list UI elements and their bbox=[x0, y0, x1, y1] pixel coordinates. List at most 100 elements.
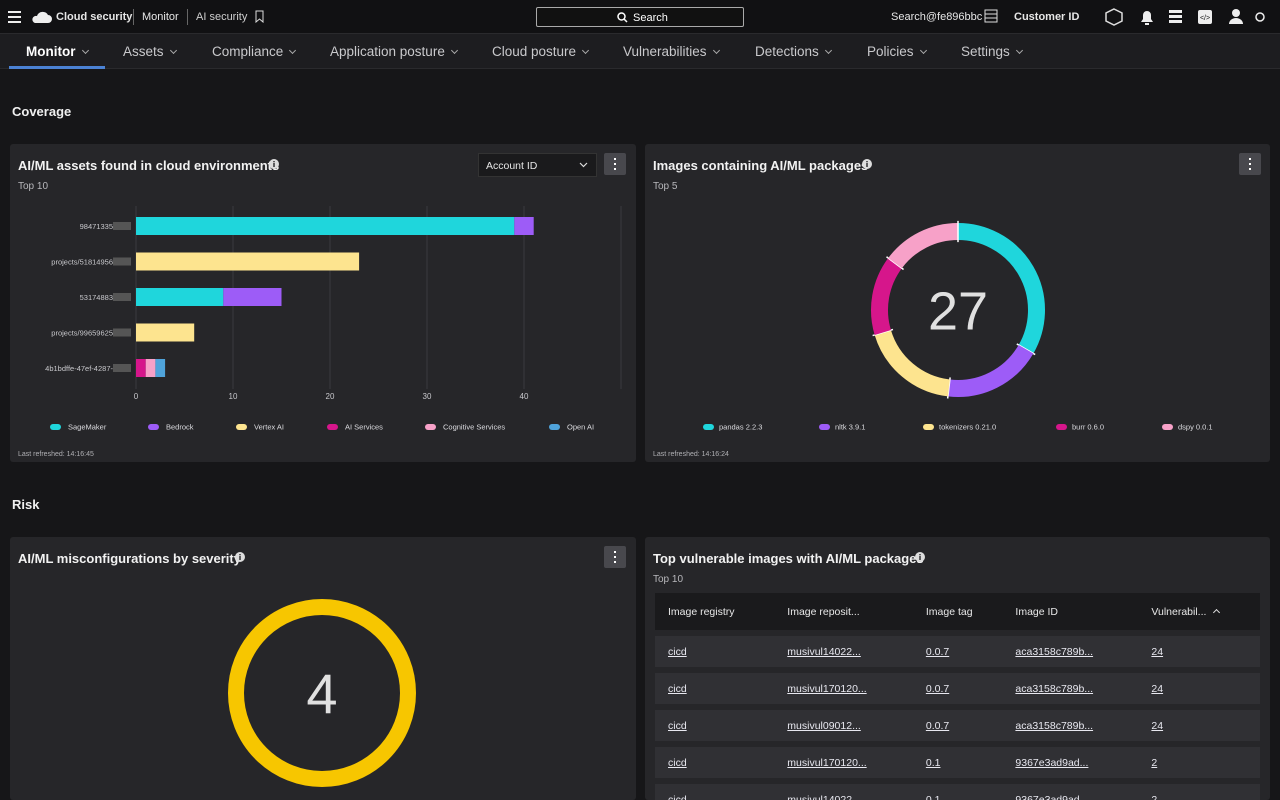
table-cell: musivul170120... bbox=[774, 673, 913, 704]
bar-segment bbox=[514, 217, 534, 235]
account-dropdown[interactable]: Account ID bbox=[478, 153, 597, 177]
cell-link[interactable]: musivul14022... bbox=[787, 645, 861, 658]
cell-link[interactable]: 0.1 bbox=[925, 756, 941, 769]
legend-swatch bbox=[50, 424, 61, 430]
legend-label: burr 0.6.0 bbox=[1072, 423, 1104, 432]
legend-label: AI Services bbox=[345, 423, 383, 432]
card-menu[interactable] bbox=[604, 153, 626, 175]
table-row: cicd musivul09012... 0.0.7 aca3158c789b... 2… bbox=[655, 710, 1260, 741]
nav-item[interactable]: Detections bbox=[755, 44, 831, 59]
donut-chart: 27 pandas 2.2.3 nltk 3.9.1 tokenizers 0.21.… bbox=[703, 220, 1213, 432]
dropdown-label: Account ID bbox=[486, 160, 538, 172]
section-title: Coverage bbox=[12, 104, 72, 119]
info-icon[interactable] bbox=[269, 159, 281, 171]
bar-segment bbox=[145, 359, 156, 377]
section-title: Risk bbox=[12, 497, 40, 512]
breadcrumb[interactable]: Monitor bbox=[142, 11, 179, 23]
column-header[interactable]: Image tag bbox=[912, 593, 1003, 630]
brand-icons bbox=[8, 11, 52, 23]
list-icon[interactable] bbox=[984, 9, 998, 23]
cell-link[interactable]: cicd bbox=[668, 719, 687, 732]
y-tick-label: projects/51814956 bbox=[51, 258, 113, 267]
nav-item[interactable]: Application posture bbox=[330, 44, 457, 59]
last-refreshed: Last refreshed: 14:16:24 bbox=[653, 451, 729, 458]
bookmark-icon[interactable] bbox=[255, 10, 265, 23]
info-icon[interactable] bbox=[915, 552, 927, 564]
legend-label: Cognitive Services bbox=[443, 423, 505, 432]
table-cell: cicd bbox=[655, 673, 775, 704]
header-row: Image registry Image reposit... Image tag I… bbox=[655, 593, 1260, 630]
table-cell: 0.0.7 bbox=[912, 710, 1003, 741]
nav-item[interactable]: Vulnerabilities bbox=[623, 44, 719, 59]
table-row: cicd musivul14022... 0.1 9367e3ad9ad... 2 bbox=[655, 784, 1260, 800]
legend-swatch bbox=[549, 424, 560, 430]
nav-item[interactable]: Cloud posture bbox=[492, 44, 588, 59]
active-tab-indicator bbox=[9, 66, 105, 69]
nav-item[interactable]: Monitor bbox=[26, 44, 88, 59]
cell-link[interactable]: 24 bbox=[1151, 719, 1164, 732]
cell-link[interactable]: 0.1 bbox=[925, 793, 941, 800]
cell-link[interactable]: cicd bbox=[668, 793, 687, 800]
table-cell: 9367e3ad9ad... bbox=[1002, 784, 1139, 800]
card-subtitle: Top 5 bbox=[653, 181, 678, 192]
table: Image registry Image reposit... Image tag I… bbox=[655, 587, 1260, 800]
cell-link[interactable]: cicd bbox=[668, 756, 687, 769]
cell-link[interactable]: musivul14022... bbox=[787, 793, 861, 800]
donut-total: 4 bbox=[306, 662, 337, 725]
cell-link[interactable]: 9367e3ad9ad... bbox=[1015, 793, 1089, 800]
cell-link[interactable]: 2 bbox=[1151, 756, 1158, 769]
column-header[interactable]: Vulnerabil... bbox=[1138, 593, 1260, 630]
column-header[interactable]: Image reposit... bbox=[774, 593, 913, 630]
cell-link[interactable]: 2 bbox=[1151, 793, 1158, 800]
legend-label: Bedrock bbox=[166, 423, 194, 432]
user[interactable]: Search@fe896bbc bbox=[891, 11, 983, 23]
legend-label: SageMaker bbox=[68, 423, 107, 432]
sort-icon bbox=[1213, 608, 1221, 616]
donut-ring bbox=[228, 599, 416, 787]
legend-label: Open AI bbox=[567, 423, 594, 432]
toolbar-icons[interactable]: </> bbox=[1080, 8, 1270, 26]
cell-link[interactable]: cicd bbox=[668, 645, 687, 658]
cell-link[interactable]: aca3158c789b... bbox=[1015, 645, 1094, 658]
customer-menu[interactable]: Customer ID bbox=[1014, 11, 1080, 23]
column-header[interactable]: Image ID bbox=[1002, 593, 1139, 630]
cell-link[interactable]: musivul170120... bbox=[787, 682, 867, 695]
table-cell: cicd bbox=[655, 636, 775, 667]
card-title: Images containing AI/ML packages bbox=[653, 158, 869, 173]
cell-link[interactable]: cicd bbox=[668, 682, 687, 695]
legend-swatch bbox=[703, 424, 714, 430]
info-icon[interactable] bbox=[862, 159, 874, 171]
card: AI/ML assets found in cloud environments… bbox=[10, 144, 636, 462]
cell-link[interactable]: musivul170120... bbox=[787, 756, 867, 769]
bar-segment bbox=[136, 359, 146, 377]
table-cell: 0.1 bbox=[912, 747, 1003, 778]
cell-link[interactable]: 9367e3ad9ad... bbox=[1015, 756, 1089, 769]
cell-link[interactable]: 0.0.7 bbox=[925, 719, 950, 732]
card: Top vulnerable images with AI/ML package… bbox=[645, 537, 1270, 800]
nav-item[interactable]: Policies bbox=[867, 44, 926, 59]
redaction bbox=[113, 222, 131, 230]
cell-link[interactable]: musivul09012... bbox=[787, 719, 861, 732]
nav-item[interactable]: Compliance bbox=[212, 44, 295, 59]
cell-link[interactable]: 24 bbox=[1151, 682, 1164, 695]
card-subtitle: Top 10 bbox=[18, 181, 49, 192]
table-cell: 24 bbox=[1138, 673, 1260, 704]
redaction bbox=[113, 364, 131, 372]
product-name[interactable]: Cloud security bbox=[56, 11, 133, 23]
cell-link[interactable]: aca3158c789b... bbox=[1015, 719, 1094, 732]
cell-link[interactable]: 0.0.7 bbox=[925, 682, 950, 695]
card-menu[interactable] bbox=[604, 546, 626, 568]
nav-item[interactable]: Settings bbox=[961, 44, 1022, 59]
cell-link[interactable]: 24 bbox=[1151, 645, 1164, 658]
breadcrumb[interactable]: AI security bbox=[196, 11, 248, 23]
info-icon[interactable] bbox=[235, 552, 247, 564]
table-cell: 0.1 bbox=[912, 784, 1003, 800]
card-menu[interactable] bbox=[1239, 153, 1261, 175]
cell-link[interactable]: 0.0.7 bbox=[925, 645, 950, 658]
bar-chart: 0 10 20 30 40 98471335 projects/51814956 531748… bbox=[45, 206, 622, 432]
nav-item[interactable]: Assets bbox=[123, 44, 176, 59]
search-box[interactable]: Search bbox=[536, 7, 744, 27]
cell-link[interactable]: aca3158c789b... bbox=[1015, 682, 1094, 695]
chevron bbox=[579, 162, 588, 168]
column-header[interactable]: Image registry bbox=[655, 593, 775, 630]
